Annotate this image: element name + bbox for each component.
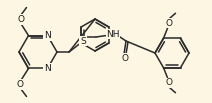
Text: O: O bbox=[165, 19, 172, 28]
Text: N: N bbox=[44, 31, 51, 40]
Text: O: O bbox=[17, 15, 24, 24]
Text: O: O bbox=[165, 78, 172, 87]
Text: O: O bbox=[17, 80, 24, 89]
Text: NH: NH bbox=[106, 29, 120, 39]
Text: N: N bbox=[44, 64, 51, 73]
Text: S: S bbox=[80, 36, 86, 46]
Text: O: O bbox=[121, 53, 128, 63]
